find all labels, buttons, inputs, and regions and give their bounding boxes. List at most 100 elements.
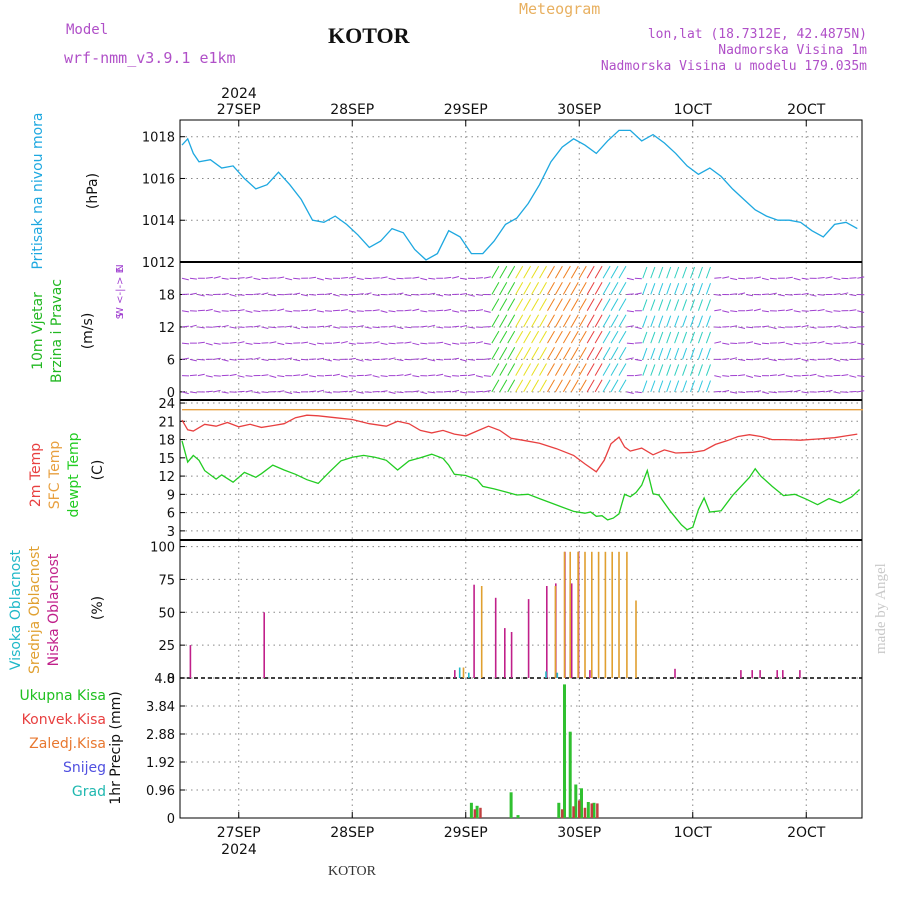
- wind-barb: [817, 309, 825, 312]
- wind-barb: [340, 390, 348, 393]
- wind-barb: [404, 373, 412, 377]
- wind-barb: [610, 298, 619, 311]
- wind-barb: [570, 282, 579, 295]
- wind-barb: [205, 375, 213, 378]
- wind-barb: [705, 331, 711, 344]
- wind-barb: [189, 324, 197, 328]
- wind-barb: [396, 358, 404, 362]
- wind-barb: [388, 342, 396, 345]
- wind-barb: [181, 310, 189, 313]
- compass-we: W <-|-> E: [115, 267, 126, 317]
- wind-barb: [491, 379, 500, 393]
- wind-barb: [499, 379, 508, 393]
- wind-barb: [412, 293, 420, 296]
- wind-barb: [761, 357, 769, 360]
- wind-barb: [515, 363, 524, 376]
- wind-barb: [738, 374, 746, 377]
- wind-barb: [277, 390, 285, 393]
- wind-barb: [324, 391, 332, 394]
- wind-barb: [658, 347, 664, 360]
- wind-barb: [316, 389, 325, 393]
- wind-barb: [650, 266, 656, 279]
- wind-barb: [197, 373, 205, 377]
- wind-barb: [380, 276, 388, 279]
- precip-total-bar-0: [469, 802, 473, 818]
- wind-barb: [634, 292, 642, 295]
- wind-barb: [777, 326, 785, 329]
- ylabel-precip-0: Ukupna Kisa: [19, 688, 106, 704]
- wind-barb: [769, 358, 777, 362]
- wind-barb: [539, 347, 547, 360]
- ytick-pressure-1014: 1014: [142, 214, 175, 229]
- wind-barb: [586, 314, 595, 328]
- wind-barb: [761, 325, 769, 328]
- wind-barb: [714, 277, 722, 279]
- wind-barb: [562, 282, 571, 295]
- wind-barb: [301, 293, 309, 297]
- wind-barb: [348, 310, 356, 313]
- wind-barb: [602, 282, 611, 295]
- wind-barb: [705, 283, 711, 295]
- cloud-bar-mid-1: [480, 586, 483, 678]
- wind-barb: [738, 391, 746, 393]
- wind-barb: [340, 309, 348, 312]
- wind-barb: [610, 314, 619, 328]
- wind-barb: [507, 347, 516, 360]
- wind-barb: [554, 363, 563, 376]
- wind-barb: [562, 379, 571, 393]
- wind-barb: [674, 283, 680, 295]
- wind-barb: [261, 358, 269, 361]
- wind-barb: [293, 326, 301, 330]
- wind-barb: [682, 315, 688, 328]
- wind-barb: [841, 374, 849, 377]
- wind-barb: [554, 379, 563, 393]
- wind-barb: [745, 341, 754, 344]
- wind-barb: [356, 293, 364, 295]
- wind-barb: [420, 357, 428, 360]
- wind-barb: [594, 363, 603, 376]
- wind-barb: [348, 276, 356, 279]
- wind-barb: [650, 380, 656, 393]
- wind-barb: [189, 391, 197, 394]
- wind-barb: [570, 379, 579, 393]
- wind-barb: [396, 374, 404, 377]
- ytick-temperature-18: 18: [158, 434, 175, 449]
- wind-barb: [388, 357, 396, 360]
- cloud-bar-mid-8: [597, 551, 600, 678]
- wind-barb: [515, 282, 524, 295]
- wind-barb: [459, 325, 468, 328]
- wind-barb: [682, 266, 688, 279]
- wind-barb: [420, 391, 428, 395]
- wind-barb: [348, 375, 356, 377]
- wind-barb: [412, 375, 420, 378]
- wind-barb: [674, 266, 680, 279]
- wind-barb: [634, 374, 642, 377]
- wind-barb: [674, 331, 680, 344]
- wind-barb: [317, 325, 325, 328]
- wind-barb: [420, 325, 428, 328]
- wind-barb: [793, 310, 801, 313]
- wind-barb: [857, 390, 865, 393]
- wind-barb: [229, 293, 237, 297]
- wind-barb: [364, 342, 372, 344]
- wind-barb: [364, 358, 372, 361]
- cloud-bar-low-13: [589, 670, 591, 678]
- wind-barb: [730, 310, 738, 313]
- wind-barb: [197, 341, 205, 344]
- wind-barb: [356, 277, 364, 280]
- wind-barb: [324, 277, 332, 280]
- wind-barb: [364, 326, 372, 329]
- wind-barb: [690, 380, 696, 393]
- wind-barb: [189, 277, 197, 280]
- wind-barb: [825, 375, 833, 377]
- wind-barb: [181, 325, 189, 328]
- ytick-wind-6: 6: [167, 353, 175, 368]
- wind-barb: [467, 293, 475, 297]
- cloud-bar-high-0: [458, 667, 461, 678]
- wind-barb: [332, 373, 340, 377]
- cloud-bar-high-2: [545, 671, 547, 678]
- cloud-bar-mid-9: [604, 551, 607, 678]
- wind-barb: [825, 389, 833, 393]
- wind-barb: [857, 276, 865, 279]
- wind-barb: [586, 347, 595, 360]
